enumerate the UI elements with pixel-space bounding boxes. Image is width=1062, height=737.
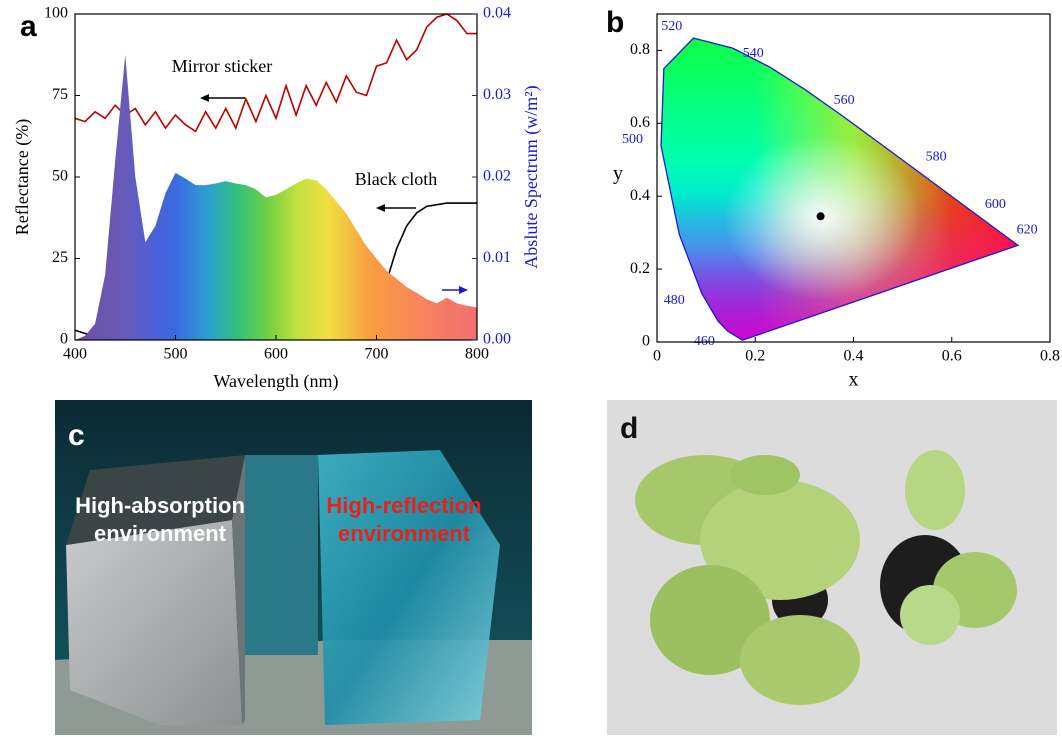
y-tick-label: 0 xyxy=(60,331,68,348)
x-tick-label: 800 xyxy=(465,346,489,363)
photo xyxy=(55,400,532,735)
arrowhead xyxy=(200,94,209,102)
x-tick-label: 400 xyxy=(63,346,87,363)
spectrum-area xyxy=(75,55,477,340)
y-tick-label: 25 xyxy=(52,249,68,266)
photo xyxy=(607,400,1057,735)
x-tick-label: 0 xyxy=(653,348,661,365)
x-tick-label: 0.2 xyxy=(745,348,765,365)
page: a b Mirror sticker Black cloth c High-ab… xyxy=(0,0,1062,737)
locus-label: 500 xyxy=(622,132,643,147)
locus-label: 620 xyxy=(1017,222,1038,237)
photo-leaf xyxy=(905,450,965,530)
x-axis-label: Wavelength (nm) xyxy=(213,371,338,392)
locus-label: 540 xyxy=(743,46,764,61)
gamut-color xyxy=(657,14,1050,342)
photo-box xyxy=(66,520,242,725)
y2-tick-label: 0.01 xyxy=(483,249,511,266)
y-tick-label: 0 xyxy=(642,333,650,350)
locus-label: 520 xyxy=(661,19,682,34)
y-tick-label: 0.8 xyxy=(630,41,650,58)
x-tick-label: 500 xyxy=(164,346,188,363)
locus-label: 580 xyxy=(926,149,947,164)
annotation: Black cloth xyxy=(355,169,437,189)
photo-curtain xyxy=(245,455,318,655)
line xyxy=(75,14,477,131)
y2-axis-label: Abslute Spectrum (w/m²) xyxy=(521,85,542,268)
y2-tick-label: 0.04 xyxy=(483,5,511,22)
y-axis-label: y xyxy=(613,163,623,185)
annotation: Mirror sticker xyxy=(172,56,272,76)
y-tick-label: 0.4 xyxy=(630,187,650,204)
arrowhead xyxy=(459,286,468,294)
photo-caption: High-reflection xyxy=(326,493,481,518)
photo-leaf xyxy=(730,455,800,495)
y2-tick-label: 0.03 xyxy=(483,86,511,103)
x-tick-label: 600 xyxy=(264,346,288,363)
y-axis-label: Reflectance (%) xyxy=(12,119,33,235)
arrowhead xyxy=(376,204,385,212)
y-tick-label: 50 xyxy=(52,168,68,185)
locus-label: 600 xyxy=(985,197,1006,212)
locus-label: 560 xyxy=(834,93,855,108)
panel-label: d xyxy=(620,412,638,445)
x-axis-label: x xyxy=(849,369,859,391)
color-point xyxy=(817,212,825,220)
x-tick-label: 700 xyxy=(365,346,389,363)
photo-leaf xyxy=(900,585,960,645)
locus-label: 480 xyxy=(664,293,685,308)
y-tick-label: 100 xyxy=(44,5,68,22)
photo-caption: High-absorption xyxy=(75,493,245,518)
y2-tick-label: 0.00 xyxy=(483,331,511,348)
panel-label: a xyxy=(20,10,37,43)
gamut-fill xyxy=(657,14,1050,342)
y-tick-label: 0.6 xyxy=(630,114,650,131)
y-tick-label: 0.2 xyxy=(630,260,650,277)
photo-leaf xyxy=(740,615,860,705)
x-tick-label: 0.4 xyxy=(844,348,864,365)
x-tick-label: 0.6 xyxy=(942,348,962,365)
x-tick-label: 0.8 xyxy=(1040,348,1060,365)
panel-label: c xyxy=(68,419,85,452)
photo-caption: environment xyxy=(94,521,227,546)
y2-tick-label: 0.02 xyxy=(483,168,511,185)
photo-caption: environment xyxy=(338,521,471,546)
panel-label: b xyxy=(606,6,624,39)
y-tick-label: 75 xyxy=(52,86,68,103)
figure: a b Mirror sticker Black cloth c High-ab… xyxy=(0,0,1062,737)
